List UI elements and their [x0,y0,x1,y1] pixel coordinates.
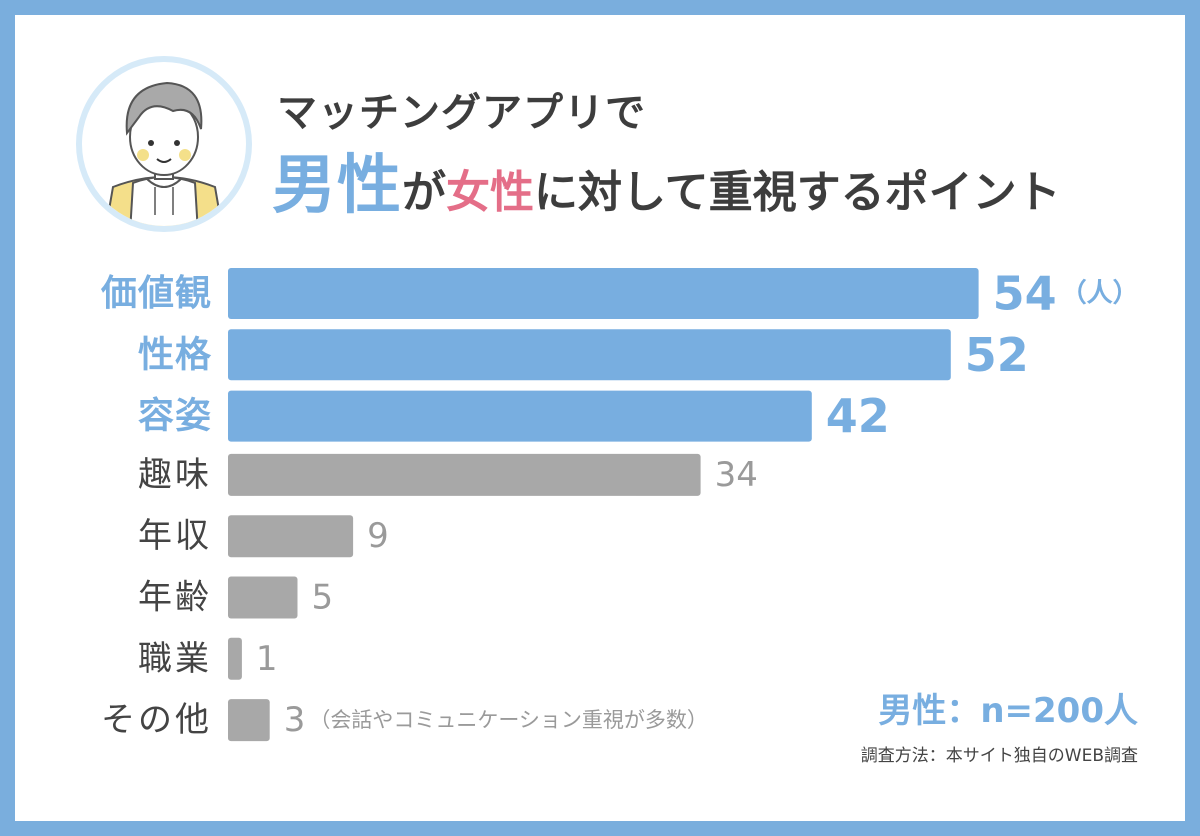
value-label-6: 1 [256,639,278,679]
bar-2 [228,390,812,442]
category-label-2: 容姿 [138,396,212,437]
bar-3 [228,453,701,496]
title-line-1: マッチングアプリで [277,90,646,136]
bar-5 [228,576,298,619]
sample-size-note: 男性：n=200人 [878,691,1138,731]
category-label-4: 年収 [138,516,212,556]
unit-label: （人） [1061,279,1139,309]
bar-0 [228,268,979,319]
category-label-1: 性格 [138,334,212,375]
bar-4 [228,515,354,558]
annotation-label: （会話やコミュニケーション重視が多数） [309,708,708,732]
title-particle: が [402,167,446,218]
title-male: 男性 [272,149,402,223]
title-rest: に対して重視するポイント [534,167,1061,218]
bar-1 [228,329,951,381]
category-label-0: 価値観 [100,273,212,314]
title-female: 女性 [446,167,534,218]
category-label-6: 職業 [138,639,212,679]
value-label-0: 54 （人） [993,267,1139,321]
man-avatar-icon [76,56,252,232]
value-label-5: 5 [312,578,334,618]
bar-6 [228,637,242,680]
title-line-2: 男性が女性に対して重視するポイント [272,134,1061,226]
value-label-2: 42 [826,389,890,443]
value-label-1: 52 [965,328,1029,382]
category-label-3: 趣味 [138,455,212,495]
survey-method-note: 調査方法：本サイト独自のWEB調査 [860,746,1138,766]
value-label-4: 9 [367,516,389,556]
category-label-7: その他 [101,700,212,740]
bar-7 [228,699,270,742]
value-label-3: 34 [715,455,758,495]
value-label-7: 3 （会話やコミュニケーション重視が多数） [284,700,708,740]
category-label-5: 年齢 [138,578,212,618]
